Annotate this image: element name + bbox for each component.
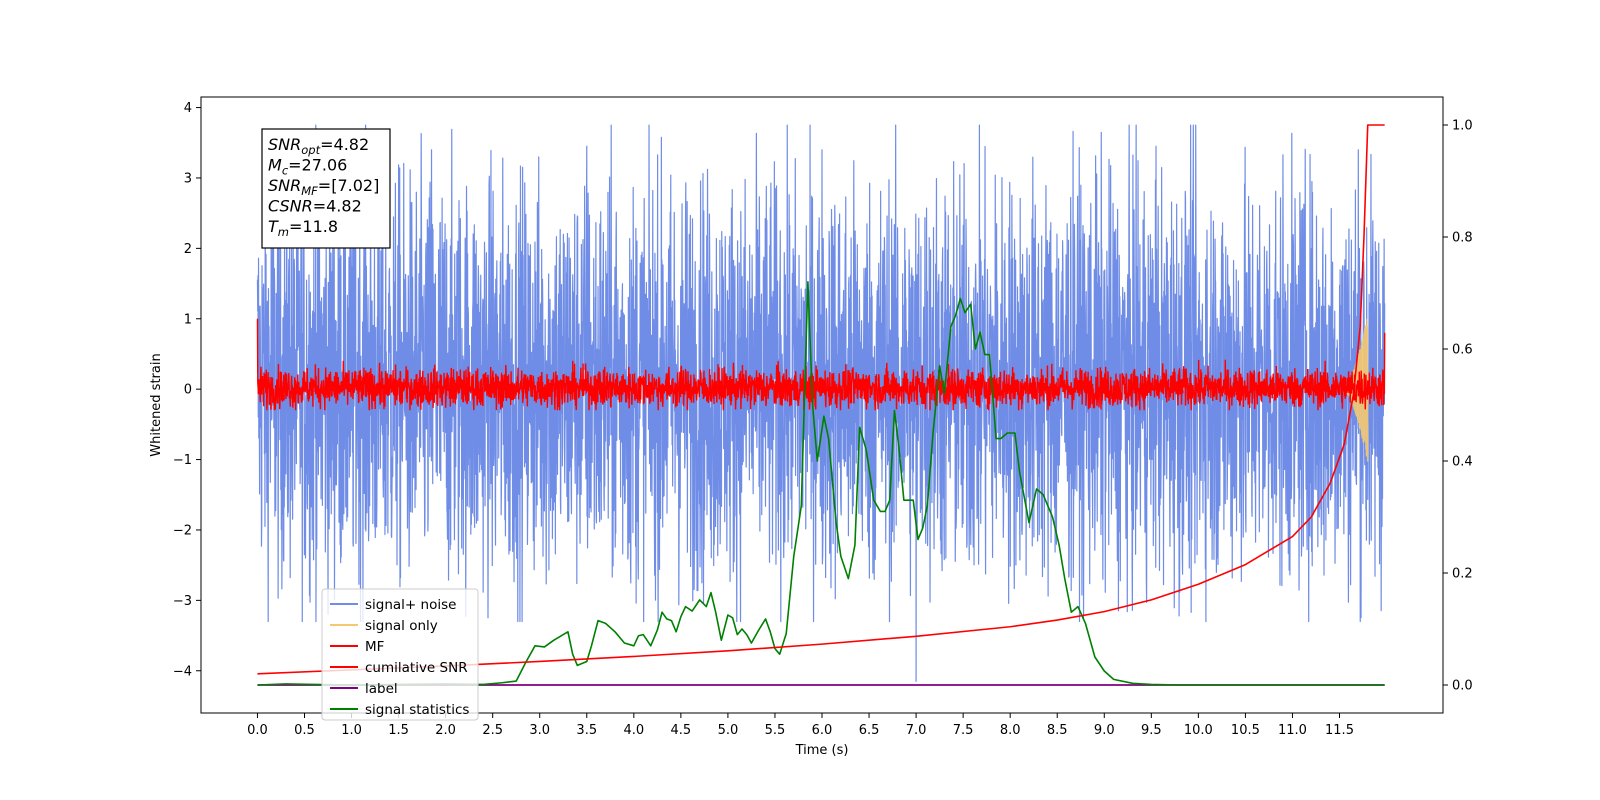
series-cumulative-snr-line xyxy=(257,124,1385,675)
y-tick-label: 1 xyxy=(184,312,192,327)
x-tick-label: 4.0 xyxy=(623,723,644,738)
annotation-box: SNRopt=4.82Mc=27.06SNRMF=[7.02]CSNR=4.82… xyxy=(261,128,391,249)
x-tick-label: 10.0 xyxy=(1184,723,1213,738)
legend-label: signal only xyxy=(365,618,438,634)
x-axis-label: Time (s) xyxy=(795,743,849,758)
annotation-line: CSNR=4.82 xyxy=(268,197,362,216)
legend: signal+ noise signal only MF cumilative SNR… xyxy=(321,588,479,721)
annotation-line: SNRopt=4.82 xyxy=(268,135,369,157)
y-axis-left: −4 −3 −2 −1 0 1 2 3 4 xyxy=(173,101,201,679)
legend-frame xyxy=(321,588,479,721)
x-tick-label: 0.5 xyxy=(294,723,315,738)
x-tick-label: 9.0 xyxy=(1094,723,1115,738)
y-tick-label: −1 xyxy=(173,453,192,468)
x-tick-label: 1.0 xyxy=(341,723,362,738)
series-signal-noise-line xyxy=(256,124,1386,682)
x-tick-label: 6.0 xyxy=(812,723,833,738)
y-axis-right: 0.0 0.2 0.4 0.6 0.8 1.0 xyxy=(1443,119,1473,694)
x-tick-label: 4.5 xyxy=(671,723,692,738)
annotation-line: Tm=11.8 xyxy=(268,217,338,239)
x-tick-label: 2.5 xyxy=(482,723,503,738)
y-tick-label: −2 xyxy=(173,523,192,538)
x-tick-label: 7.5 xyxy=(953,723,974,738)
legend-label: label xyxy=(365,681,398,697)
series-mf-line xyxy=(256,318,1386,411)
y-tick-label: 4 xyxy=(184,101,192,116)
annotation-line: SNRMF=[7.02] xyxy=(268,176,379,198)
y2-tick-label: 0.8 xyxy=(1452,231,1473,246)
x-tick-label: 5.5 xyxy=(765,723,786,738)
legend-label: MF xyxy=(365,639,384,655)
legend-label: cumilative SNR xyxy=(365,660,468,676)
x-axis: 0.0 0.5 1.0 1.5 2.0 2.5 3.0 3.5 4.0 4.5 5.0 5.5 6.0 6… xyxy=(247,713,1354,738)
x-tick-label: 1.5 xyxy=(388,723,409,738)
legend-label: signal statistics xyxy=(365,702,469,718)
x-tick-label: 6.5 xyxy=(859,723,880,738)
x-tick-label: 8.5 xyxy=(1047,723,1068,738)
y2-tick-label: 0.0 xyxy=(1452,679,1473,694)
y2-tick-label: 0.6 xyxy=(1452,343,1473,358)
x-tick-label: 10.5 xyxy=(1231,723,1260,738)
x-tick-label: 8.0 xyxy=(1000,723,1021,738)
series-layer xyxy=(256,124,1386,686)
x-tick-label: 5.0 xyxy=(718,723,739,738)
y-axis-label: Whitened strain xyxy=(149,353,164,456)
y2-tick-label: 0.4 xyxy=(1452,455,1473,470)
x-tick-label: 2.0 xyxy=(435,723,456,738)
y2-tick-label: 0.2 xyxy=(1452,567,1473,582)
x-tick-label: 11.5 xyxy=(1325,723,1354,738)
x-tick-label: 3.5 xyxy=(576,723,597,738)
y-tick-label: 0 xyxy=(184,383,192,398)
series-signal-statistics-line xyxy=(257,280,1385,686)
y-tick-label: 2 xyxy=(184,242,192,257)
x-tick-label: 0.0 xyxy=(247,723,268,738)
y2-tick-label: 1.0 xyxy=(1452,119,1473,134)
y-tick-label: 3 xyxy=(184,171,192,186)
x-tick-label: 9.5 xyxy=(1141,723,1162,738)
x-tick-label: 3.0 xyxy=(529,723,550,738)
x-tick-label: 11.0 xyxy=(1278,723,1307,738)
annotation-line: Mc=27.06 xyxy=(268,156,347,178)
legend-label: signal+ noise xyxy=(365,597,456,613)
x-tick-label: 7.0 xyxy=(906,723,927,738)
y-tick-label: −4 xyxy=(173,664,192,679)
annotation-frame xyxy=(261,128,391,249)
y-tick-label: −3 xyxy=(173,594,192,609)
